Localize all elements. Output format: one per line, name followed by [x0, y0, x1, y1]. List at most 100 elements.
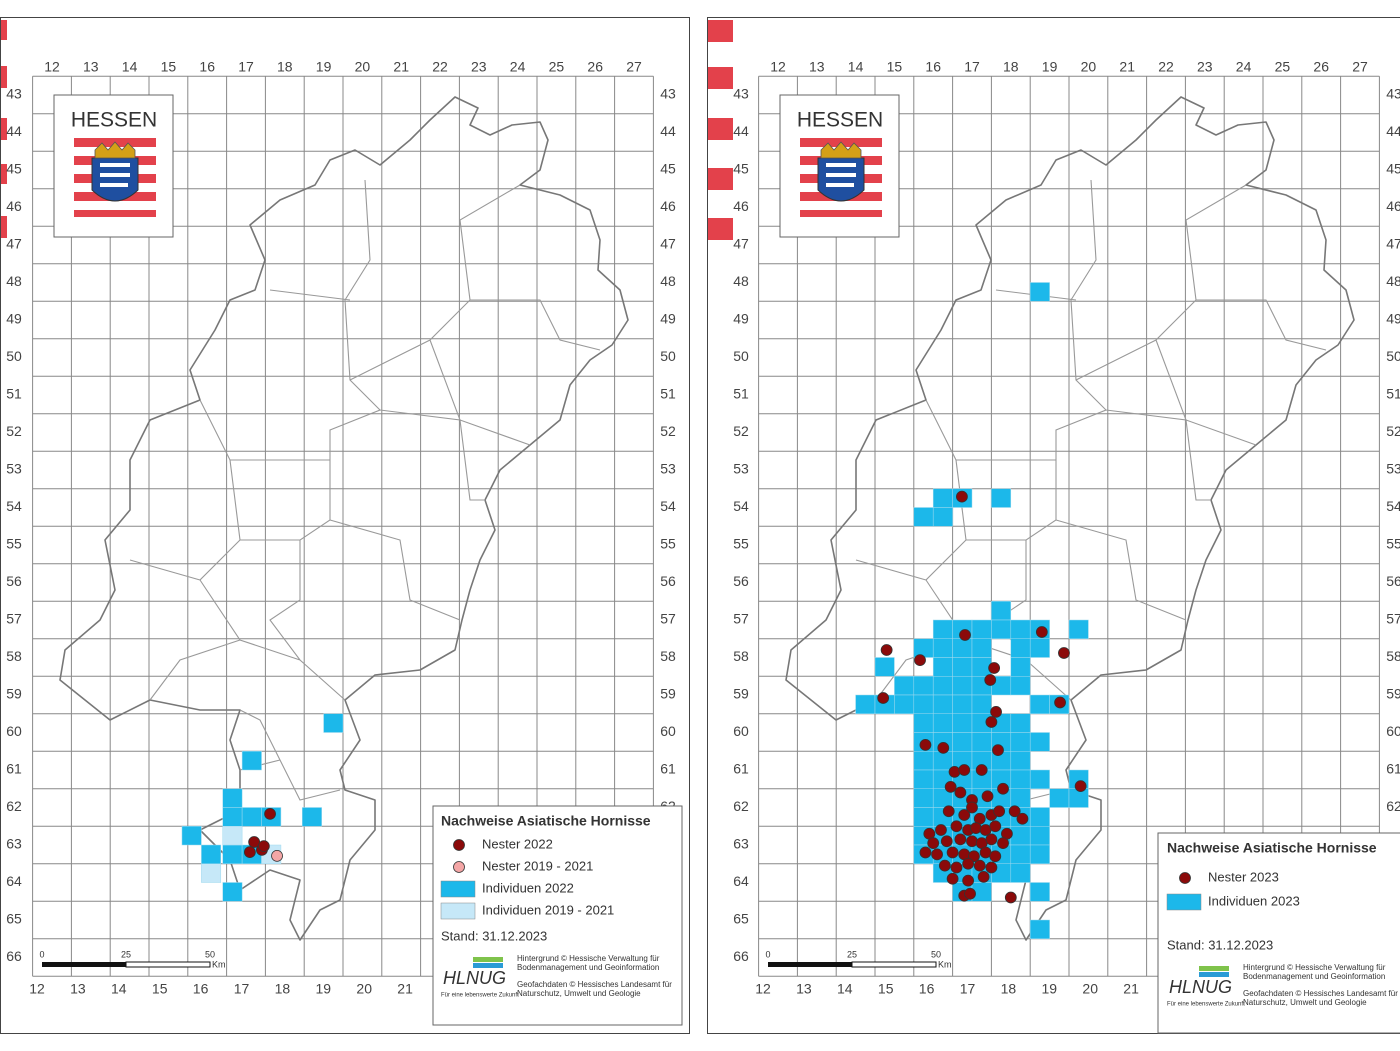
occurrence-cell	[201, 863, 222, 883]
occurrence-cell	[1029, 694, 1050, 714]
occurrence-cell	[1029, 638, 1050, 658]
occurrence-cell	[952, 676, 973, 696]
column-label: 16	[925, 59, 941, 75]
row-label: 60	[1386, 723, 1400, 739]
row-label: 64	[733, 873, 749, 889]
row-label: 58	[660, 648, 676, 664]
bottom-label: 18	[1001, 981, 1017, 997]
row-label: 50	[1386, 348, 1400, 364]
column-label: 27	[1352, 59, 1368, 75]
column-label: 21	[1119, 59, 1135, 75]
row-label: 54	[660, 498, 676, 514]
nest-dot	[962, 874, 975, 887]
occurrence-cell	[1010, 638, 1031, 658]
occurrence-cell	[894, 676, 915, 696]
occurrence-cell	[932, 676, 953, 696]
row-label: 56	[6, 573, 22, 589]
column-label: 24	[510, 59, 526, 75]
row-label: 46	[1386, 198, 1400, 214]
nest-dot	[984, 674, 997, 686]
bottom-label: 20	[356, 981, 372, 997]
column-label: 13	[809, 59, 825, 75]
nest-dot	[989, 820, 1002, 833]
row-label: 51	[733, 386, 749, 402]
nest-dot	[985, 861, 998, 874]
occurrence-cell	[913, 694, 934, 714]
logo-title: HESSEN	[71, 109, 157, 132]
bottom-label: 17	[960, 981, 976, 997]
nest-dot	[977, 870, 990, 883]
column-label: 23	[471, 59, 487, 75]
row-label: 49	[733, 311, 749, 327]
scale-label: 25	[847, 949, 857, 959]
credits-line: Bodenmanagement und Geoinformation	[1243, 972, 1385, 981]
occurrence-cell	[952, 638, 973, 658]
occurrence-cell	[932, 638, 953, 658]
nest-dot	[927, 837, 940, 850]
row-label: 59	[660, 686, 676, 702]
bottom-label: 20	[1082, 981, 1098, 997]
bottom-label: 14	[111, 981, 127, 997]
row-label: 54	[6, 498, 22, 514]
occurrence-cell	[1068, 619, 1089, 639]
occurrence-cell	[1010, 619, 1031, 639]
occurrence-cell	[971, 732, 992, 752]
column-label: 20	[1081, 59, 1097, 75]
bottom-label: 21	[397, 981, 413, 997]
nest-dot	[973, 859, 986, 872]
occurrence-cell	[971, 694, 992, 714]
nest-dot	[1058, 647, 1070, 659]
credits-line: Naturschutz, Umwelt und Geologie	[517, 989, 641, 998]
legend-label: Nester 2022	[482, 836, 553, 851]
row-label: 50	[6, 348, 22, 364]
logo-band	[1199, 972, 1229, 977]
nest-dot	[950, 861, 963, 874]
occurrence-cell	[241, 751, 262, 771]
row-label: 61	[733, 761, 749, 777]
column-label: 25	[549, 59, 565, 75]
column-label: 26	[587, 59, 603, 75]
row-label: 59	[733, 686, 749, 702]
scale-unit: Km	[938, 959, 952, 969]
occurrence-cell	[991, 619, 1012, 639]
credits-tagline: Für eine lebenswerte Zukunft	[1167, 1002, 1245, 1008]
legend-title: Nachweise Asiatische Hornisse	[441, 813, 651, 829]
occurrence-cell	[1010, 863, 1031, 883]
nest-dot	[969, 822, 982, 835]
column-label: 22	[432, 59, 448, 75]
occurrence-cell	[952, 713, 973, 733]
column-label: 12	[44, 59, 60, 75]
bottom-label: 15	[878, 981, 894, 997]
bottom-label: 19	[1042, 981, 1058, 997]
row-label: 45	[660, 161, 676, 177]
column-label: 21	[393, 59, 409, 75]
nest-dot	[942, 805, 955, 818]
nest-dot	[914, 654, 926, 667]
legend-symbol	[453, 839, 465, 851]
row-label: 43	[660, 86, 676, 102]
row-label: 47	[660, 236, 676, 252]
bottom-label: 17	[234, 981, 250, 997]
logo-band	[473, 963, 503, 968]
legend-symbol	[440, 880, 476, 898]
nest-dot	[985, 716, 998, 728]
nest-dot	[981, 790, 994, 803]
nest-dot	[962, 857, 975, 870]
legend-stand: Stand: 31.12.2023	[1167, 937, 1273, 952]
row-label: 51	[6, 386, 22, 402]
occurrence-cell	[913, 713, 934, 733]
nest-dot	[975, 764, 988, 776]
row-label: 48	[6, 273, 22, 289]
column-label: 15	[161, 59, 177, 75]
nest-dot	[954, 833, 967, 846]
nest-dot	[966, 835, 978, 848]
row-label: 45	[6, 161, 22, 177]
row-label: 47	[1386, 236, 1400, 252]
row-label: 57	[733, 611, 749, 627]
row-label: 57	[6, 611, 22, 627]
row-label: 55	[660, 536, 676, 552]
occurrence-cell	[932, 713, 953, 733]
panel-frame	[707, 17, 1400, 1034]
occurrence-cell	[932, 751, 953, 771]
